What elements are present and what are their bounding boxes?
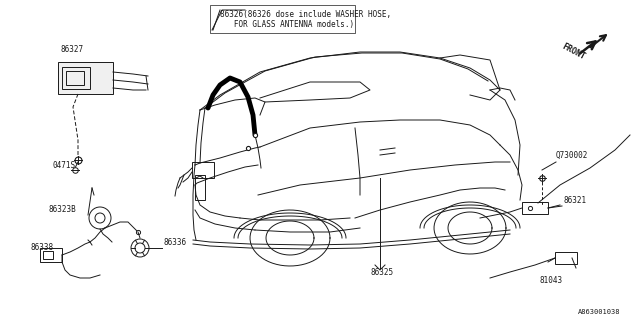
Text: 0471S: 0471S: [52, 161, 75, 170]
Text: 86325: 86325: [370, 268, 393, 277]
Bar: [40, 248, 62, 262]
Text: 86338: 86338: [30, 243, 53, 252]
Bar: [43, 251, 53, 259]
Text: A863001038: A863001038: [577, 309, 620, 315]
Bar: [210, 5, 355, 33]
Text: FRONT: FRONT: [560, 42, 586, 62]
Text: 86321: 86321: [563, 196, 586, 205]
Text: 86327: 86327: [60, 45, 84, 54]
Bar: [192, 162, 214, 178]
Bar: [195, 175, 205, 200]
FancyBboxPatch shape: [58, 62, 113, 94]
Text: 86326(86326 dose include WASHER HOSE,: 86326(86326 dose include WASHER HOSE,: [220, 10, 391, 19]
Text: 86336: 86336: [163, 238, 186, 247]
Bar: [66, 71, 84, 85]
Bar: [522, 202, 548, 214]
Text: 81043: 81043: [540, 276, 563, 285]
Bar: [62, 67, 90, 89]
Text: 86323B: 86323B: [48, 205, 76, 214]
Text: FOR GLASS ANTENNA models.): FOR GLASS ANTENNA models.): [220, 20, 354, 29]
Text: Q730002: Q730002: [556, 151, 588, 160]
Bar: [555, 252, 577, 264]
